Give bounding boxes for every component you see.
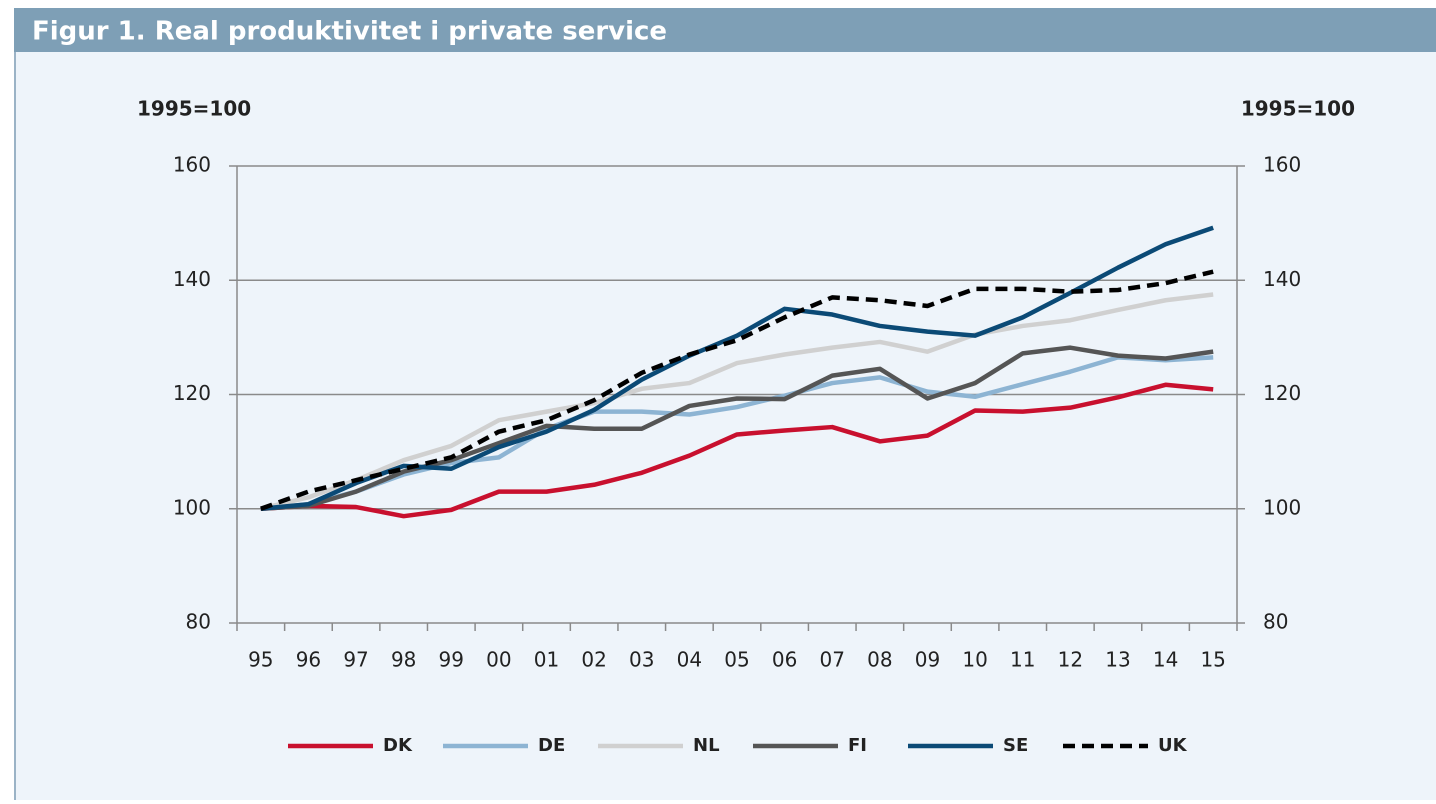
legend-label: DK	[383, 735, 413, 756]
header-bar	[14, 8, 1436, 52]
x-tick-label: 12	[1058, 648, 1083, 672]
series-line	[260, 225, 1214, 511]
series-line	[260, 382, 1214, 519]
x-tick-label: 97	[343, 648, 368, 672]
legend-label: FI	[848, 735, 867, 756]
x-tick-label: 13	[1105, 648, 1130, 672]
x-tick-label: 05	[724, 648, 749, 672]
x-tick-label: 95	[248, 648, 273, 672]
y2-tick-label: 80	[1263, 610, 1288, 634]
x-tick-label: 96	[296, 648, 321, 672]
y-axis-label: 1995=100	[137, 97, 251, 121]
x-tick-label: 98	[391, 648, 416, 672]
series-line	[260, 269, 1214, 511]
x-tick-label: 14	[1153, 648, 1178, 672]
y2-tick-label: 160	[1263, 153, 1301, 177]
x-tick-label: 10	[962, 648, 987, 672]
legend-label: UK	[1158, 735, 1188, 756]
x-tick-label: 04	[677, 648, 702, 672]
y-tick-label: 100	[173, 495, 211, 519]
panel	[14, 8, 1436, 800]
y2-tick-label: 140	[1263, 267, 1301, 291]
y-tick-label: 140	[173, 267, 211, 291]
x-tick-label: 09	[915, 648, 940, 672]
y-tick-label: 80	[186, 610, 211, 634]
chart-title: Figur 1. Real produktivitet i private se…	[32, 17, 667, 47]
y2-tick-label: 100	[1263, 495, 1301, 519]
x-tick-label: 02	[581, 648, 606, 672]
legend-label: NL	[693, 735, 720, 756]
series-line	[260, 292, 1214, 511]
y2-axis-label: 1995=100	[1241, 97, 1355, 121]
x-tick-label: 11	[1010, 648, 1035, 672]
legend-label: SE	[1003, 735, 1028, 756]
y-tick-label: 160	[173, 153, 211, 177]
x-tick-label: 07	[820, 648, 845, 672]
x-tick-label: 00	[486, 648, 511, 672]
y2-tick-label: 120	[1263, 381, 1301, 405]
series-line	[260, 355, 1214, 511]
x-tick-label: 15	[1200, 648, 1225, 672]
x-tick-label: 08	[867, 648, 892, 672]
y-tick-label: 120	[173, 381, 211, 405]
x-tick-label: 99	[439, 648, 464, 672]
x-tick-label: 06	[772, 648, 797, 672]
legend-label: DE	[538, 735, 565, 756]
x-tick-label: 03	[629, 648, 654, 672]
x-tick-label: 01	[534, 648, 559, 672]
